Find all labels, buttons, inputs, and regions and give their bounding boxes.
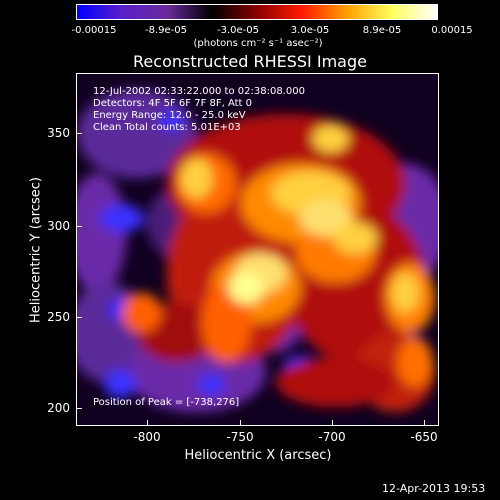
y-tick (76, 226, 82, 227)
intensity-blob (312, 124, 349, 153)
x-tick (240, 420, 241, 426)
colorbar-label-6: 0.00015 (431, 25, 473, 36)
x-axis-title: Heliocentric X (arcsec) (184, 448, 332, 463)
info-peak-position: Position of Peak = [-738,276] (93, 397, 240, 408)
intensity-blob (77, 88, 197, 179)
colorbar-label-1: -0.00015 (71, 25, 117, 36)
colorbar-unit: (photons cm⁻² s⁻¹ asec⁻²) (193, 38, 323, 49)
rhessi-image: 12-Jul-2002 02:33:22.000 to 02:38:08.000… (76, 73, 439, 426)
x-tick (147, 420, 148, 426)
plot-timestamp: 12-Apr-2013 19:53 (382, 482, 486, 495)
colorbar-label-5: 8.9e-05 (362, 25, 402, 36)
y-tick (76, 317, 82, 318)
colorbar-label-4: 3.0e-05 (290, 25, 330, 36)
y-axis-title: Heliocentric Y (arcsec) (28, 177, 44, 323)
intensity-blob (121, 292, 162, 333)
info-clean-counts: Clean Total counts: 5.01E+03 (93, 122, 241, 133)
info-time-range: 12-Jul-2002 02:33:22.000 to 02:38:08.000 (93, 86, 305, 97)
intensity-blob (99, 204, 144, 233)
intensity-blob (299, 200, 352, 237)
x-tick-label: -650 (410, 430, 438, 444)
info-energy-range: Energy Range: 12.0 - 25.0 keV (93, 110, 246, 121)
y-tick-label: 200 (47, 401, 70, 415)
y-tick-label: 300 (47, 219, 70, 233)
intensity-blob (201, 282, 252, 363)
intensity-blob (159, 110, 184, 131)
intensity-blob (391, 272, 420, 313)
colorbar (76, 4, 438, 20)
y-tick (76, 133, 82, 134)
rhessi-image-canvas (77, 74, 438, 425)
y-tick (76, 408, 82, 409)
intensity-blob (275, 357, 396, 408)
x-tick-label: -700 (318, 430, 346, 444)
intensity-blob (197, 374, 226, 395)
intensity-blob (397, 337, 434, 388)
intensity-blob (228, 271, 264, 304)
x-tick-label: -750 (226, 430, 254, 444)
intensity-blob (333, 222, 378, 254)
intensity-blob (103, 370, 136, 399)
y-tick-label: 250 (47, 310, 70, 324)
info-detectors: Detectors: 4F 5F 6F 7F 8F, Att 0 (93, 98, 253, 109)
y-tick-label: 350 (47, 126, 70, 140)
intensity-blob (180, 158, 213, 199)
intensity-blob (77, 173, 127, 293)
x-tick (332, 420, 333, 426)
x-tick (424, 420, 425, 426)
plot-title: Reconstructed RHESSI Image (133, 52, 367, 71)
colorbar-label-2: -8.9e-05 (145, 25, 187, 36)
colorbar-label-3: -3.0e-05 (217, 25, 259, 36)
x-tick-label: -800 (133, 430, 161, 444)
